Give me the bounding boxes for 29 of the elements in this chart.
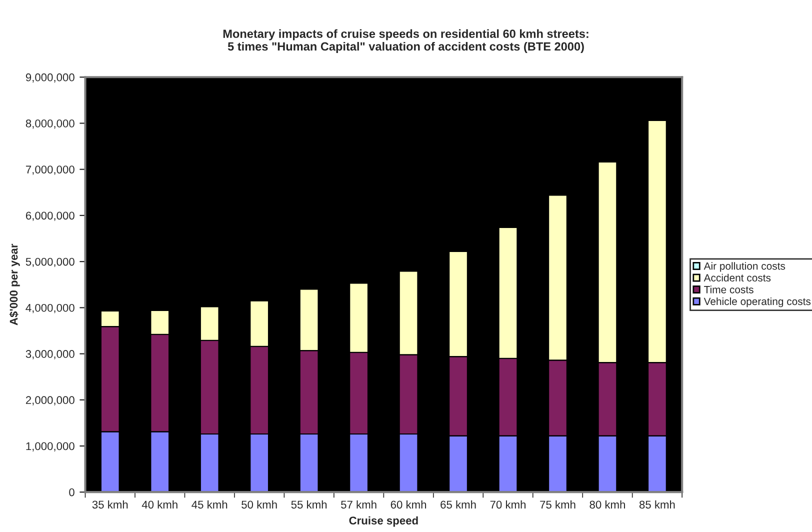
y-tick-label: 7,000,000 [26,166,74,175]
x-tick-label: 50 kmh [242,500,277,509]
x-tick-label: 60 kmh [390,500,426,509]
y-tick-label: 6,000,000 [26,212,74,221]
legend-label: Time costs [704,286,754,294]
y-tick-label: 8,000,000 [26,120,74,129]
y-tick-label: 2,000,000 [26,396,74,406]
x-tick-label: 80 kmh [590,500,625,509]
legend-label: Air pollution costs [704,262,786,272]
x-tick-label: 65 kmh [440,500,476,509]
chart-title: Monetary impacts of cruise speeds on residential 60 kmh streets: 5 times "Human Capital" valuation of accident costs (BTE 2000) [223,29,588,53]
y-axis-title: A$'000 per year [9,244,20,326]
y-tick-label: 5,000,000 [26,258,74,268]
x-axis-title: Cruise speed [349,516,418,527]
y-tick-label: 3,000,000 [26,350,74,360]
x-tick-label: 57 kmh [341,500,376,509]
y-tick-label: 1,000,000 [26,442,74,452]
y-tick-label: 9,000,000 [26,73,74,83]
x-tick-label: 40 kmh [142,500,178,509]
x-tick-label: 70 kmh [490,500,526,509]
x-tick-label: 45 kmh [192,500,228,509]
legend-label: Accident costs [704,274,771,282]
legend-label: Vehicle operating costs [704,297,811,308]
y-tick-label: 4,000,000 [26,304,74,314]
x-tick-label: 55 kmh [291,500,327,509]
x-tick-label: 75 kmh [540,500,576,509]
x-tick-label: 85 kmh [639,500,675,509]
x-tick-label: 35 kmh [92,500,128,509]
y-tick-label: 0 [69,488,74,496]
